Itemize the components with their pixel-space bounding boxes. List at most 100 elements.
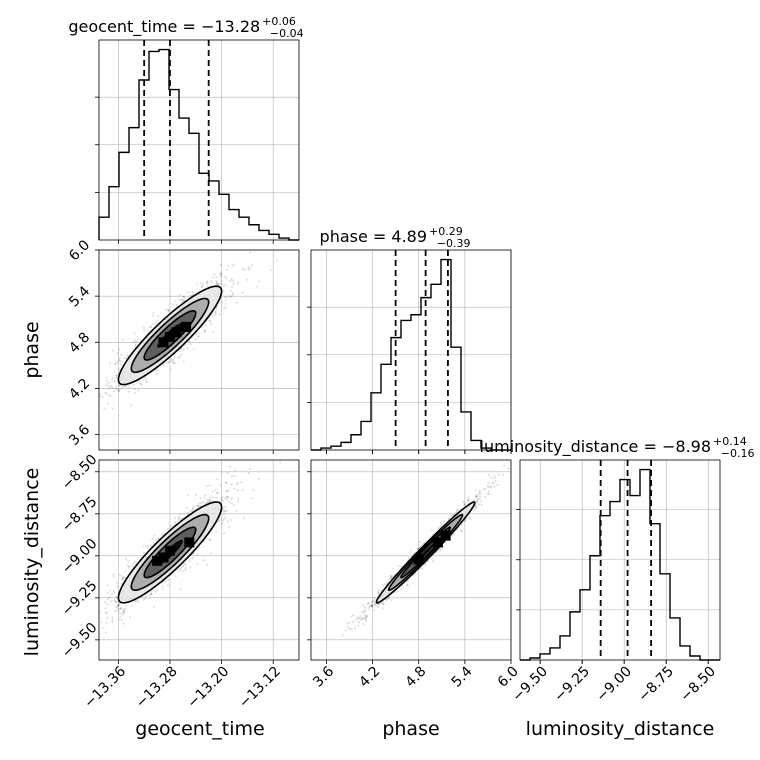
y-axis-label-phase: phase bbox=[21, 321, 43, 378]
scatter-point bbox=[373, 602, 376, 605]
scatter-point bbox=[211, 496, 214, 499]
scatter-point bbox=[220, 279, 223, 282]
scatter-point bbox=[482, 487, 486, 491]
scatter-point bbox=[156, 537, 159, 540]
scatter-point bbox=[491, 482, 494, 485]
scatter-point bbox=[173, 356, 176, 359]
scatter-point bbox=[118, 348, 121, 351]
scatter-point bbox=[95, 398, 97, 400]
scatter-point bbox=[215, 496, 218, 499]
scatter-point bbox=[228, 489, 231, 492]
scatter-point bbox=[107, 598, 110, 601]
scatter-point bbox=[189, 509, 192, 512]
scatter-point bbox=[135, 340, 138, 344]
scatter-point bbox=[121, 575, 124, 578]
scatter-point bbox=[214, 313, 217, 316]
scatter-point bbox=[216, 478, 219, 481]
scatter-point bbox=[107, 387, 111, 390]
scatter-point bbox=[192, 347, 195, 350]
scatter-point bbox=[178, 517, 181, 520]
scatter-point bbox=[117, 604, 120, 607]
scatter-point bbox=[360, 617, 364, 620]
scatter-point bbox=[496, 483, 499, 486]
scatter-point bbox=[145, 381, 148, 384]
scatter-point bbox=[184, 568, 187, 571]
scatter-point bbox=[362, 623, 365, 626]
scatter-point bbox=[106, 591, 109, 595]
scatter-point bbox=[487, 481, 490, 485]
scatter-point bbox=[406, 584, 409, 587]
scatter-point bbox=[208, 319, 211, 322]
scatter-point bbox=[155, 319, 158, 322]
scatter-point bbox=[120, 607, 123, 610]
scatter-point bbox=[237, 500, 240, 503]
scatter-point bbox=[185, 506, 189, 509]
scatter-point bbox=[153, 606, 156, 609]
scatter-point bbox=[377, 590, 380, 593]
scatter-point bbox=[182, 565, 185, 568]
scatter-point bbox=[134, 343, 137, 346]
scatter-point bbox=[475, 505, 478, 508]
scatter-point bbox=[118, 618, 121, 621]
scatter-point bbox=[174, 299, 177, 302]
scatter-point bbox=[230, 519, 233, 522]
scatter-point bbox=[118, 384, 121, 387]
x-axis-label-geocent-time: geocent_time bbox=[135, 718, 264, 740]
scatter-point bbox=[104, 391, 107, 394]
scatter-point bbox=[348, 627, 351, 631]
scatter-point bbox=[107, 381, 110, 384]
scatter-point bbox=[223, 275, 226, 278]
scatter-point bbox=[376, 605, 379, 609]
scatter-point bbox=[217, 282, 220, 285]
panel-phase-vs-luminosity-distance bbox=[310, 459, 512, 661]
scatter-point bbox=[142, 326, 145, 329]
scatter-point bbox=[167, 579, 170, 582]
scatter-point bbox=[358, 617, 361, 620]
scatter-point bbox=[478, 497, 481, 500]
scatter-point bbox=[170, 358, 173, 361]
scatter-point bbox=[373, 609, 376, 612]
y-ticks bbox=[95, 96, 99, 193]
scatter-point bbox=[182, 360, 185, 363]
scatter-point bbox=[362, 610, 365, 613]
scatter-point bbox=[122, 610, 125, 614]
scatter-point bbox=[222, 290, 225, 293]
scatter-point bbox=[381, 602, 384, 605]
scatter-point bbox=[219, 276, 222, 279]
scatter-point bbox=[196, 335, 199, 339]
scatter-point bbox=[192, 507, 195, 510]
scatter-point bbox=[439, 549, 442, 552]
scatter-point bbox=[245, 278, 249, 281]
scatter-point bbox=[467, 498, 470, 502]
scatter-point bbox=[486, 485, 489, 488]
scatter-point bbox=[224, 284, 227, 287]
scatter-point bbox=[350, 628, 353, 631]
scatter-point bbox=[476, 500, 479, 503]
scatter-point bbox=[201, 326, 204, 329]
scatter-point bbox=[122, 612, 125, 615]
scatter-point bbox=[478, 489, 481, 492]
scatter-point bbox=[474, 495, 477, 498]
scatter-point bbox=[181, 570, 184, 573]
scatter-point bbox=[179, 353, 183, 356]
scatter-point bbox=[378, 602, 381, 605]
scatter-point bbox=[108, 394, 111, 397]
scatter-point bbox=[127, 560, 130, 563]
scatter-point bbox=[225, 495, 228, 498]
quantile-lines bbox=[143, 40, 210, 240]
panel-frame bbox=[310, 459, 512, 661]
scatter-point bbox=[208, 499, 211, 503]
scatter-point bbox=[440, 521, 443, 524]
scatter-point bbox=[167, 310, 170, 313]
scatter-point bbox=[154, 590, 157, 594]
scatter-point bbox=[166, 361, 169, 364]
scatter-point bbox=[75, 419, 77, 421]
scatter-point bbox=[463, 502, 466, 505]
x-tick-label: −9.00 bbox=[593, 664, 635, 706]
x-axis-label-phase: phase bbox=[382, 718, 439, 740]
scatter-point bbox=[200, 285, 203, 288]
scatter-point bbox=[468, 517, 471, 520]
scatter-point bbox=[203, 328, 206, 331]
scatter-point bbox=[144, 377, 147, 380]
scatter-point bbox=[142, 329, 145, 333]
